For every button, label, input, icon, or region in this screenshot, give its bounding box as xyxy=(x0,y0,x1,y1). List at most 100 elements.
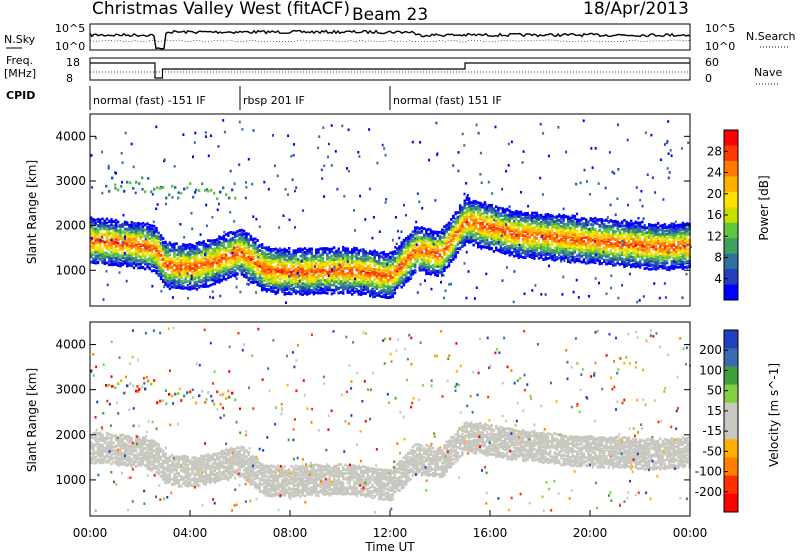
power-cell xyxy=(227,276,230,279)
power-cell xyxy=(573,233,577,237)
power-cell xyxy=(123,253,127,257)
power-cell xyxy=(180,286,183,290)
power-cell xyxy=(283,258,286,262)
power-cell xyxy=(141,254,145,258)
power-cell xyxy=(132,266,136,270)
power-cell xyxy=(105,227,109,231)
power-cell xyxy=(423,258,426,261)
power-cell xyxy=(596,246,599,250)
power-cell xyxy=(594,257,597,261)
power-cell xyxy=(429,270,433,273)
power-cell xyxy=(540,234,543,238)
power-cell xyxy=(283,267,286,271)
power-cell xyxy=(281,270,284,274)
power-cell xyxy=(254,241,257,244)
power-cell xyxy=(333,246,336,250)
power-cell xyxy=(90,233,93,237)
power-cell xyxy=(90,229,93,233)
power-cell xyxy=(126,264,129,267)
power-cell xyxy=(168,257,172,260)
power-cell xyxy=(420,255,424,258)
power-cell xyxy=(481,229,484,233)
power-cell xyxy=(335,249,338,253)
power-cell xyxy=(236,259,239,263)
power-cell xyxy=(146,243,149,247)
power-cell xyxy=(258,272,262,276)
power-cell xyxy=(213,268,217,272)
power-cell xyxy=(319,262,322,265)
power-cell xyxy=(162,243,165,247)
power-cell xyxy=(351,272,354,275)
power-cell xyxy=(414,250,417,254)
power-cell xyxy=(351,282,354,286)
power-cell xyxy=(600,234,604,237)
power-cell xyxy=(483,203,487,207)
power-cell xyxy=(191,256,194,259)
power-cell xyxy=(310,284,313,288)
power-cell xyxy=(306,267,309,271)
power-cell xyxy=(434,237,437,241)
power-cell xyxy=(524,212,527,215)
power-cell xyxy=(544,235,547,238)
power-cell xyxy=(130,244,133,247)
power-cell xyxy=(562,230,565,234)
power-cell xyxy=(465,198,469,202)
power-cell xyxy=(384,290,388,294)
power-cell xyxy=(146,258,149,261)
power-cell xyxy=(389,290,392,294)
power-cell xyxy=(432,270,435,274)
power-cell xyxy=(416,241,419,245)
power-cell xyxy=(461,206,464,209)
power-cell xyxy=(312,286,316,289)
power-cell xyxy=(533,238,536,242)
power-cell xyxy=(582,240,586,243)
power-cell xyxy=(247,266,250,270)
power-cell xyxy=(600,251,604,255)
power-cell xyxy=(238,240,241,244)
power-cell xyxy=(132,245,136,248)
power-cell xyxy=(204,282,208,285)
power-cell xyxy=(605,245,608,249)
power-cell xyxy=(168,280,172,283)
power-cell xyxy=(560,234,563,238)
power-cell xyxy=(551,233,554,237)
power-cell xyxy=(605,241,608,245)
power-cell xyxy=(486,246,489,249)
power-cell xyxy=(371,272,374,276)
power-cell xyxy=(168,274,172,277)
power-cell xyxy=(218,280,221,284)
power-cell xyxy=(193,247,196,251)
power-cell xyxy=(218,249,221,252)
power-cell xyxy=(292,286,295,290)
power-cell xyxy=(497,221,500,225)
power-cell xyxy=(607,261,610,265)
power-cell xyxy=(317,255,320,258)
power-cell xyxy=(294,269,298,273)
power-cell xyxy=(328,268,331,271)
power-cell xyxy=(108,248,111,251)
power-cell xyxy=(409,272,412,276)
power-cell xyxy=(594,249,597,253)
power-cell xyxy=(524,215,527,218)
power-cell xyxy=(240,270,244,274)
power-cell xyxy=(517,226,520,230)
power-cell xyxy=(317,275,320,279)
power-cell xyxy=(463,215,466,219)
power-cell xyxy=(319,259,322,263)
power-cell xyxy=(580,251,583,254)
power-cell xyxy=(369,256,372,260)
power-cell xyxy=(166,259,169,263)
power-cell xyxy=(438,231,442,234)
power-cell xyxy=(252,261,255,264)
power-cell xyxy=(240,234,244,238)
power-cell xyxy=(573,230,577,234)
power-cell xyxy=(465,240,469,243)
power-cell xyxy=(101,239,104,243)
power-cell xyxy=(459,204,462,208)
power-cell xyxy=(517,235,520,239)
power-cell xyxy=(607,254,610,257)
power-cell xyxy=(265,270,268,274)
power-cell xyxy=(472,225,475,228)
power-cell xyxy=(564,251,568,255)
